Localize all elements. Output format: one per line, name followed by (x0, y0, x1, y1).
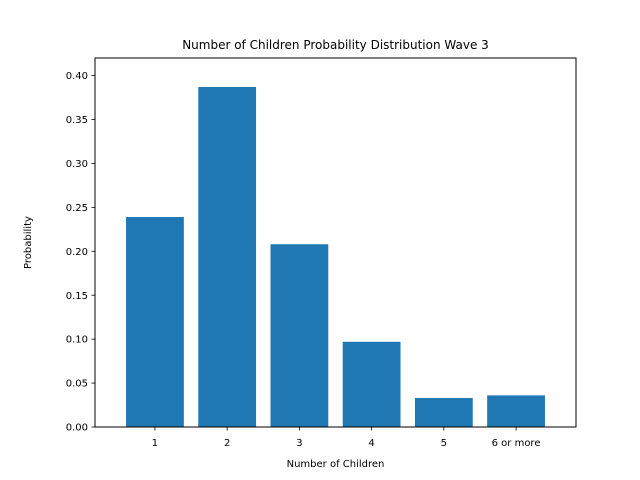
x-tick-label: 2 (224, 438, 230, 449)
x-tick-label: 3 (296, 438, 302, 449)
x-axis-ticks: 1 2 3 4 5 6 or more (152, 427, 541, 449)
x-tick-label: 4 (368, 438, 374, 449)
y-tick-label: 0.05 (66, 379, 88, 390)
y-axis-label: Probability (23, 216, 34, 269)
y-tick-label: 0.35 (66, 115, 88, 126)
bar-5 (414, 398, 473, 427)
y-tick-label: 0.10 (66, 335, 88, 346)
bar-1 (126, 217, 184, 427)
bar-2 (198, 86, 257, 427)
y-tick-label: 0.00 (66, 423, 88, 434)
bar-6-or-more (487, 395, 545, 427)
plot-frame (94, 57, 577, 428)
y-tick-label: 0.25 (66, 203, 88, 214)
y-tick-label: 0.30 (66, 159, 88, 170)
x-tick-label: 5 (441, 438, 447, 449)
bar-3 (270, 244, 329, 427)
x-tick-label: 6 or more (492, 438, 541, 449)
y-tick-label: 0.15 (66, 291, 88, 302)
chart-title: Number of Children Probability Distribut… (182, 38, 489, 52)
bar-4 (342, 341, 401, 427)
x-axis-label: Number of Children (287, 459, 385, 470)
y-tick-label: 0.40 (66, 71, 88, 82)
x-tick-label: 1 (152, 438, 158, 449)
y-tick-label: 0.20 (66, 247, 88, 258)
y-axis-ticks: 0.00 0.05 0.10 0.15 0.20 0.25 0.30 0.35 0.40 (66, 71, 95, 434)
bars-group (126, 86, 545, 427)
